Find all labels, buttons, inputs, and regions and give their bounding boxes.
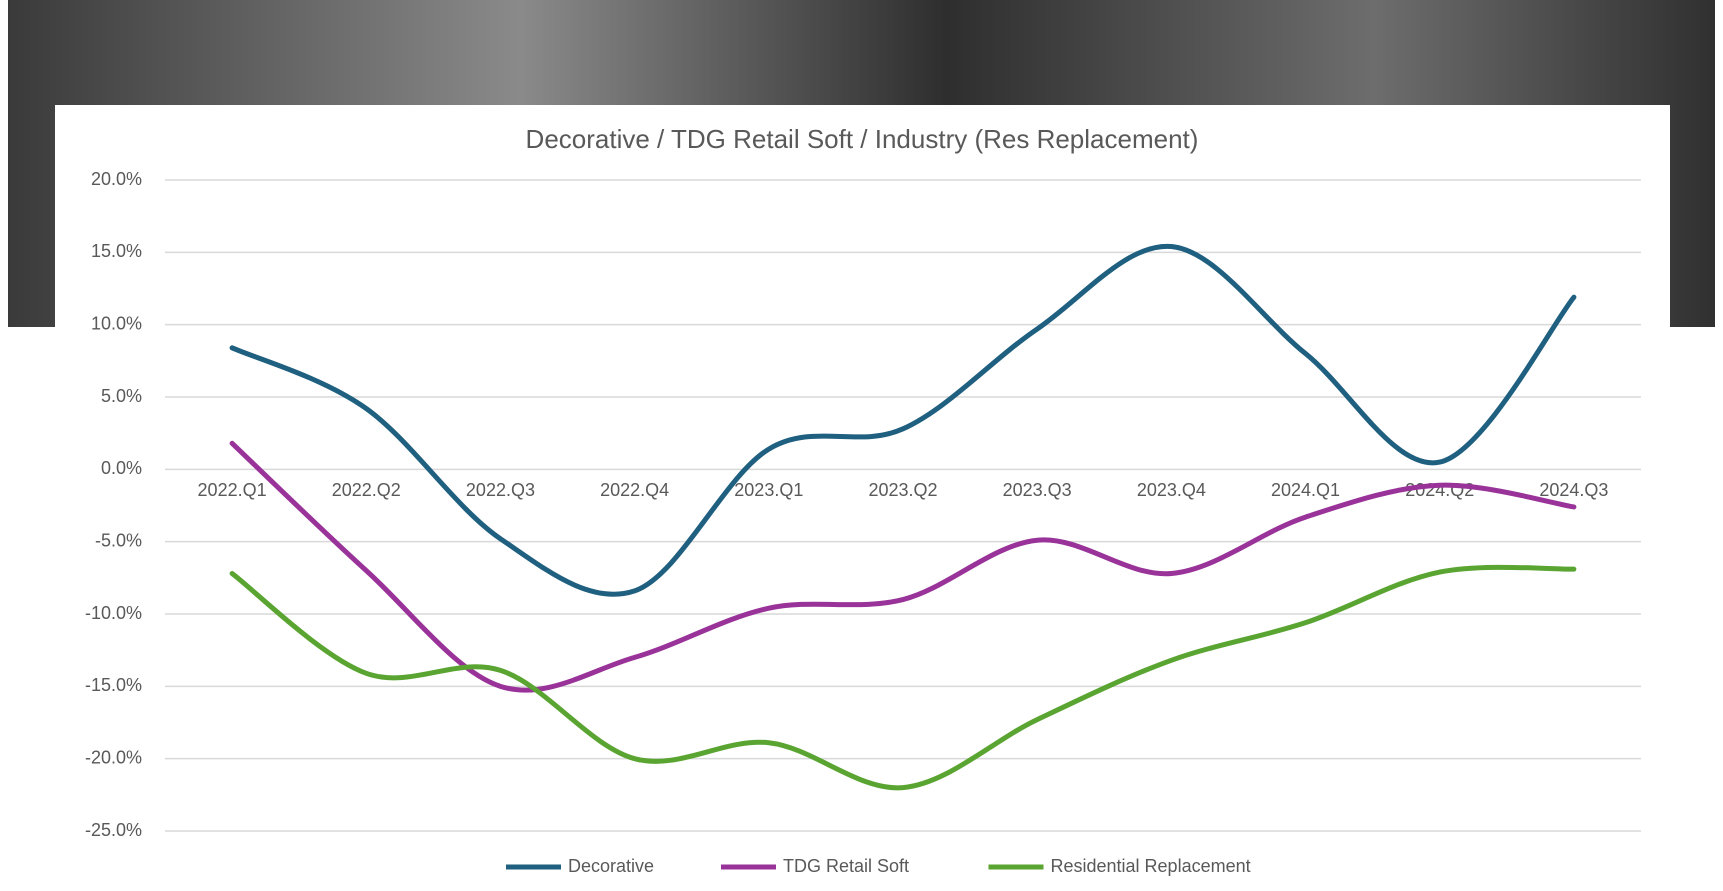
y-tick-label: 15.0% [91, 241, 142, 261]
y-tick-label: -5.0% [95, 530, 142, 550]
x-tick-label: 2023.Q2 [868, 480, 937, 500]
y-tick-label: 20.0% [91, 169, 142, 189]
x-tick-label: 2023.Q1 [734, 480, 803, 500]
x-tick-label: 2022.Q1 [198, 480, 267, 500]
x-tick-label: 2022.Q2 [332, 480, 401, 500]
data-line [229, 440, 1577, 693]
data-line [229, 564, 1577, 791]
chart-title: Decorative / TDG Retail Soft / Industry … [526, 124, 1199, 154]
x-tick-label: 2023.Q4 [1137, 480, 1206, 500]
y-tick-label: -20.0% [85, 747, 142, 767]
x-tick-label: 2022.Q3 [466, 480, 535, 500]
legend-label: Decorative [568, 856, 654, 876]
x-tick-label: 2024.Q3 [1539, 480, 1608, 500]
data-line [229, 244, 1577, 597]
x-tick-label: 2024.Q1 [1271, 480, 1340, 500]
y-tick-label: -25.0% [85, 820, 142, 840]
y-tick-label: -10.0% [85, 603, 142, 623]
x-tick-label: 2023.Q3 [1003, 480, 1072, 500]
legend: Decorative TDG Retail Soft Residential Rep… [506, 856, 1251, 876]
legend-label: Residential Replacement [1051, 856, 1251, 876]
y-tick-label: 10.0% [91, 313, 142, 333]
y-tick-label: -15.0% [85, 675, 142, 695]
chart-panel [55, 105, 1670, 891]
legend-label: TDG Retail Soft [783, 856, 909, 876]
x-tick-label: 2022.Q4 [600, 480, 669, 500]
y-tick-label: 5.0% [101, 386, 142, 406]
y-tick-label: 0.0% [101, 458, 142, 478]
